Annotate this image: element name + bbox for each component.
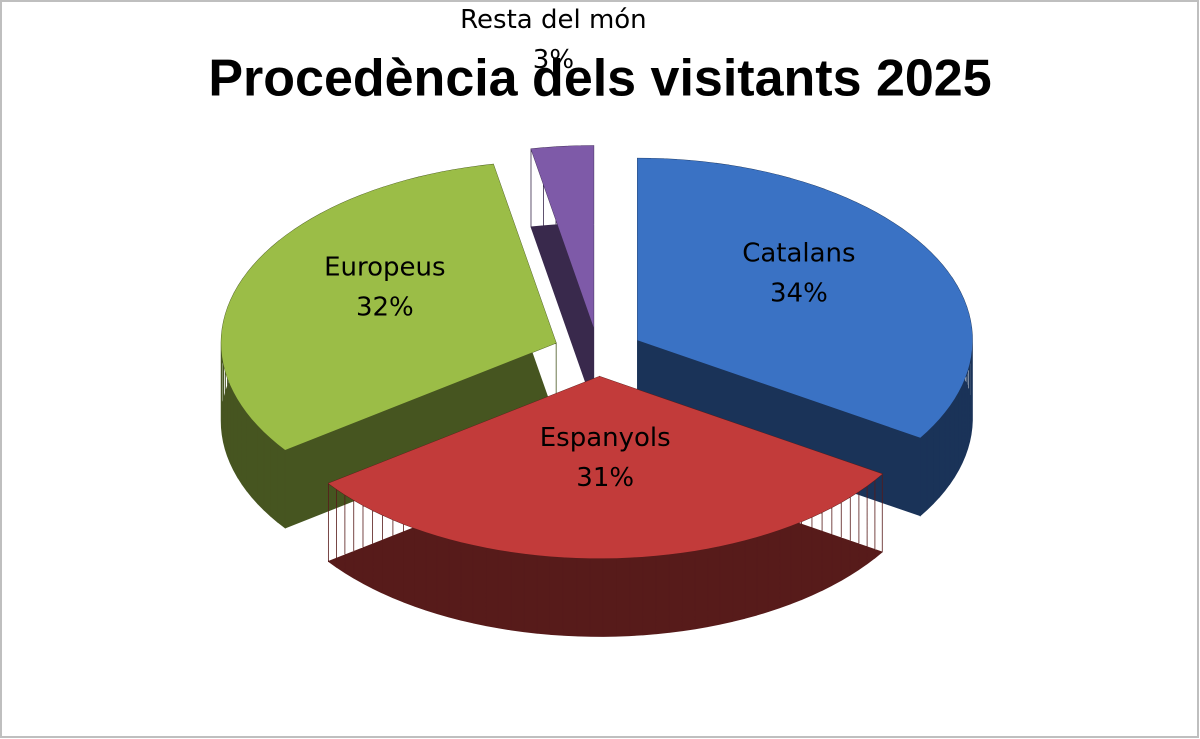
slice xyxy=(221,164,557,450)
value-label: 3% xyxy=(533,45,574,75)
pie xyxy=(220,145,973,637)
slice xyxy=(328,376,883,559)
value-label: 34% xyxy=(770,278,828,308)
value-label: 32% xyxy=(356,293,414,323)
slice-label: Resta del món xyxy=(460,5,647,35)
slice-label: Catalans xyxy=(742,238,855,268)
slice-label: Europeus xyxy=(324,253,445,283)
chart-title: Procedència dels visitants 2025 xyxy=(208,50,991,108)
value-label: 31% xyxy=(576,463,634,493)
slice xyxy=(637,158,973,438)
slice-label: Espanyols xyxy=(540,423,671,453)
slice xyxy=(530,145,594,328)
